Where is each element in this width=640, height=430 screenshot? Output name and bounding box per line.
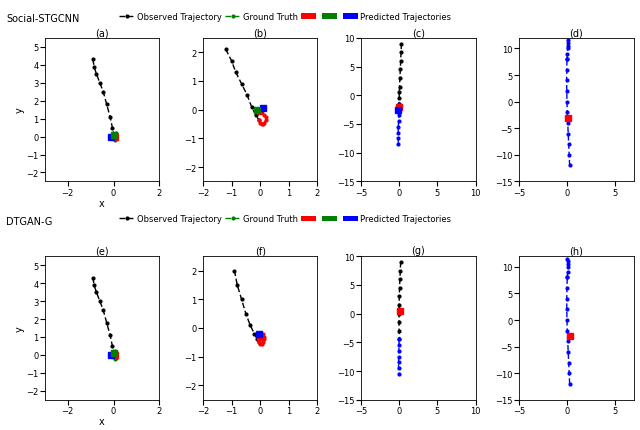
Title: (c): (c)	[412, 28, 425, 38]
Y-axis label: y: y	[15, 108, 25, 113]
Title: (g): (g)	[412, 246, 425, 256]
Title: (h): (h)	[570, 246, 583, 256]
Title: (a): (a)	[95, 28, 109, 38]
X-axis label: x: x	[99, 199, 105, 209]
Title: (d): (d)	[570, 28, 583, 38]
Title: (f): (f)	[255, 246, 266, 256]
Legend: Observed Trajectory, Ground Truth, , , Predicted Trajectories: Observed Trajectory, Ground Truth, , , P…	[120, 215, 451, 224]
Text: Social-STGCNN: Social-STGCNN	[6, 14, 80, 25]
Title: (e): (e)	[95, 246, 109, 256]
Text: DTGAN-G: DTGAN-G	[6, 216, 52, 227]
X-axis label: x: x	[99, 417, 105, 427]
Y-axis label: y: y	[15, 326, 25, 331]
Legend: Observed Trajectory, Ground Truth, , , Predicted Trajectories: Observed Trajectory, Ground Truth, , , P…	[120, 13, 451, 22]
Title: (b): (b)	[253, 28, 267, 38]
